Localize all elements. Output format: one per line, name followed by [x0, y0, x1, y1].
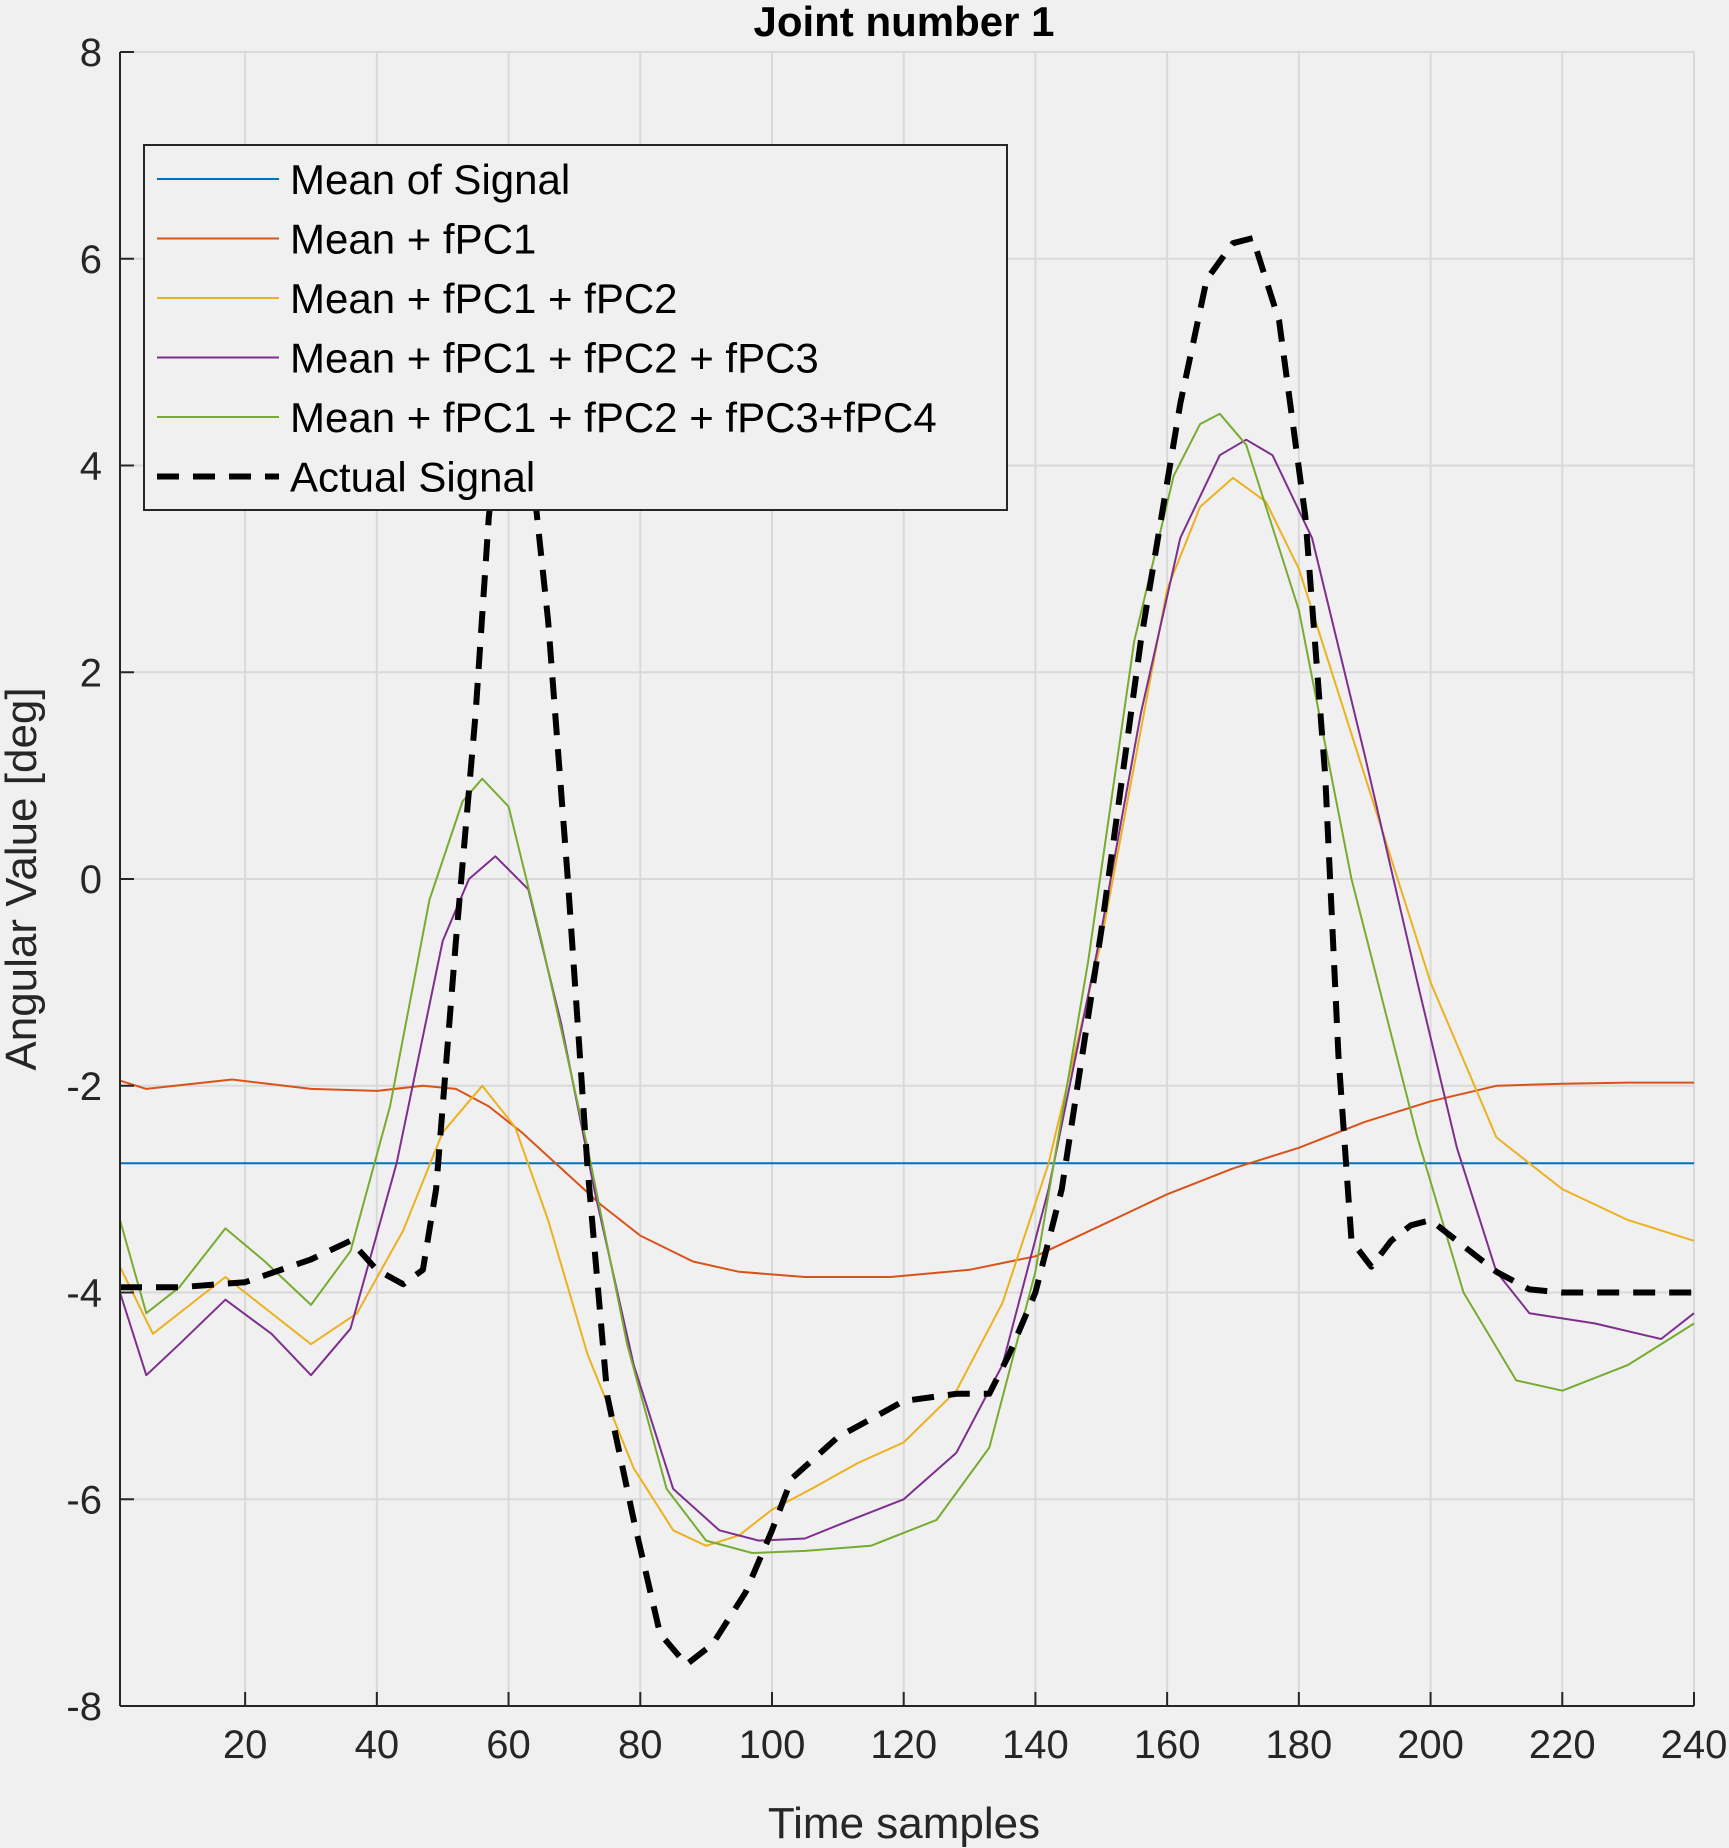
chart-title: Joint number 1 — [753, 0, 1054, 45]
x-tick-label: 180 — [1265, 1723, 1332, 1767]
y-tick-label: -2 — [66, 1065, 102, 1109]
legend-label-5: Mean + fPC1 + fPC2 + fPC3+fPC4 — [290, 394, 937, 441]
series-line-2 — [119, 1078, 1694, 1278]
y-tick-label: -4 — [66, 1272, 102, 1316]
series-line-3 — [119, 476, 1695, 1547]
y-tick-label: 4 — [80, 445, 102, 489]
series-layer — [119, 235, 1695, 1668]
y-tick-label: 8 — [80, 31, 102, 75]
series-line-4 — [119, 438, 1695, 1542]
x-axis-label: Time samples — [768, 1799, 1040, 1848]
x-tick-label: 80 — [618, 1723, 663, 1767]
x-tick-label: 240 — [1661, 1723, 1728, 1767]
y-tick-label: 6 — [80, 238, 102, 282]
x-tick-label: 40 — [355, 1723, 400, 1767]
x-tick-label: 200 — [1397, 1723, 1464, 1767]
x-tick-label: 60 — [486, 1723, 531, 1767]
legend-label-4: Mean + fPC1 + fPC2 + fPC3 — [290, 335, 819, 382]
axes: 20 40 60 80 100 120 140 160 180 200 220 240-8-6-4-2… — [66, 31, 1727, 1767]
y-tick-label: 2 — [80, 651, 102, 695]
y-tick-label: -8 — [66, 1685, 102, 1729]
legend-label-1: Mean of Signal — [290, 156, 570, 203]
series-line-5 — [119, 412, 1695, 1554]
x-tick-label: 20 — [223, 1723, 268, 1767]
legend-label-6: Actual Signal — [290, 454, 535, 501]
y-tick-label: 0 — [80, 858, 102, 902]
legend-label-3: Mean + fPC1 + fPC2 — [290, 275, 678, 322]
x-tick-label: 100 — [739, 1723, 806, 1767]
legend-box — [143, 144, 1008, 511]
legend-label-2: Mean + fPC1 — [290, 216, 536, 263]
x-tick-label: 220 — [1529, 1723, 1596, 1767]
x-tick-label: 160 — [1134, 1723, 1201, 1767]
y-axis-label: Angular Value [deg] — [0, 687, 46, 1070]
x-tick-label: 140 — [1002, 1723, 1069, 1767]
x-tick-label: 120 — [870, 1723, 937, 1767]
legend: Mean of Signal Mean + fPC1 Mean + fPC1 + f… — [143, 144, 1008, 511]
series-line-6 — [120, 235, 1694, 1668]
y-tick-label: -6 — [66, 1478, 102, 1522]
